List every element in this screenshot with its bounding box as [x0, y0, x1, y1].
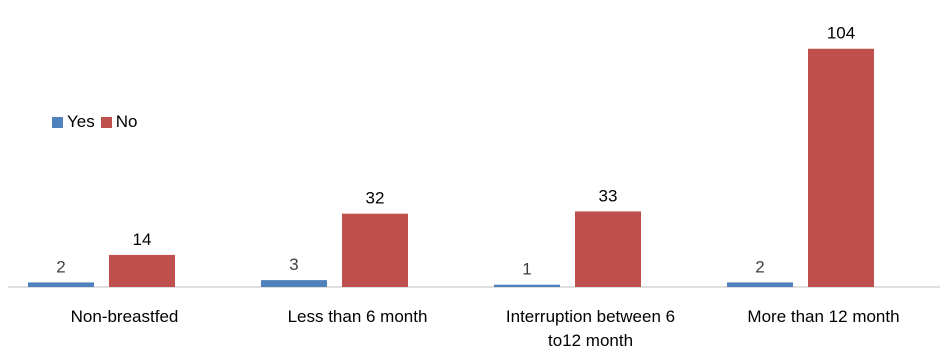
bar-yes-3: [727, 282, 793, 287]
bar-yes-0: [28, 282, 94, 287]
legend-item-yes: Yes: [52, 112, 95, 132]
bar-no-1: [342, 213, 408, 287]
category-label-1: Less than 6 month: [288, 307, 428, 326]
legend-swatch-no: [100, 116, 112, 128]
bar-yes-2: [494, 284, 560, 287]
legend-label-yes: Yes: [67, 112, 95, 131]
category-label-3: More than 12 month: [747, 307, 899, 326]
legend-swatch-yes: [52, 116, 63, 128]
data-label-yes-3: 2: [755, 257, 764, 276]
category-label-2-line-1: to12 month: [548, 331, 633, 350]
legend: Yes No: [52, 112, 143, 132]
legend-item-no: No: [100, 112, 138, 132]
category-label-0: Non-breastfed: [71, 307, 179, 326]
data-label-no-2: 33: [599, 186, 618, 205]
bar-yes-1: [261, 280, 327, 287]
bar-no-0: [109, 254, 175, 287]
category-label-2-line-0: Interruption between 6: [506, 307, 675, 326]
bar-no-3: [808, 48, 874, 287]
legend-label-no: No: [115, 112, 138, 131]
data-label-yes-2: 1: [522, 260, 531, 279]
bar-no-2: [575, 211, 641, 287]
data-label-no-1: 32: [366, 189, 385, 208]
data-label-no-3: 104: [827, 24, 855, 43]
data-label-yes-0: 2: [56, 257, 65, 276]
data-label-no-0: 14: [133, 230, 152, 249]
data-label-yes-1: 3: [289, 255, 298, 274]
